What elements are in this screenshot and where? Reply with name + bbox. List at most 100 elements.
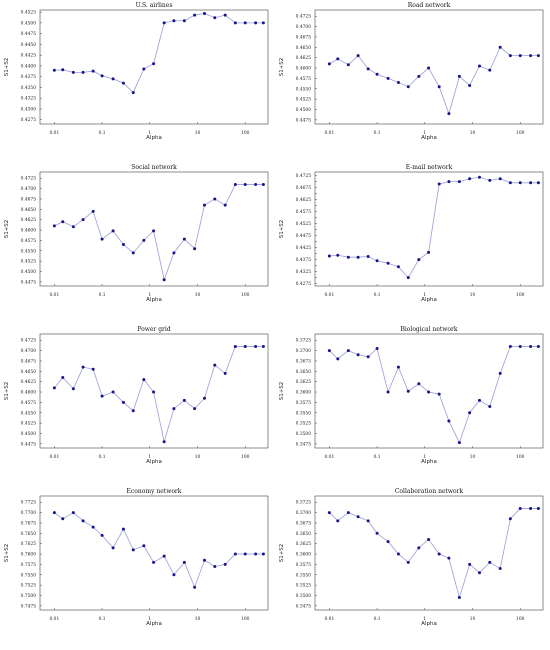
data-point (243, 21, 247, 25)
data-point (172, 573, 176, 577)
data-point (61, 517, 65, 521)
y-tick-label: 0.3700 (296, 349, 312, 354)
data-point (162, 21, 166, 25)
y-tick-label: 0.3575 (296, 401, 312, 406)
data-point (536, 344, 540, 348)
data-point (406, 560, 410, 564)
y-tick-label: 0.4675 (21, 359, 37, 364)
chart-svg: Collaboration network 0.3475 0.3500 0.3525 0… (279, 488, 544, 627)
data-point (468, 411, 472, 415)
data-point (508, 54, 512, 58)
data-point (223, 371, 227, 375)
chart-panel: Social network 0.4475 0.4500 0.4525 0.4550 0.… (0, 162, 275, 324)
data-point (213, 363, 217, 367)
data-point (406, 389, 410, 393)
data-point (142, 238, 146, 242)
data-point (447, 112, 451, 116)
data-point (518, 181, 522, 185)
y-tick-label: 0.3550 (296, 573, 312, 578)
data-point (91, 367, 95, 371)
y-tick-label: 0.4625 (296, 56, 312, 61)
y-tick-label: 0.4650 (21, 208, 37, 213)
chart-title: Power grid (137, 326, 170, 333)
chart-title: U.S. airlines (136, 2, 173, 9)
data-point (81, 519, 85, 523)
x-tick-label: 0.1 (374, 293, 381, 298)
data-point (81, 70, 85, 74)
data-point (427, 538, 431, 542)
series-line (329, 346, 539, 444)
y-tick-label: 0.4475 (296, 234, 312, 239)
data-point (52, 386, 56, 390)
data-point (213, 564, 217, 568)
chart-svg: Road network 0.4475 0.4500 0.4525 0.4550 0.45… (279, 2, 544, 141)
chart-svg: Economy network 0.7475 0.7500 0.7525 0.7550 0… (4, 488, 269, 627)
y-tick-label: 0.7500 (21, 594, 37, 599)
data-point (100, 237, 104, 241)
data-point (518, 506, 522, 510)
data-point (366, 254, 370, 258)
data-point (477, 398, 481, 402)
y-tick-label: 0.4400 (21, 64, 37, 69)
data-point (529, 344, 533, 348)
y-tick-label: 0.7550 (21, 573, 37, 578)
data-point (477, 175, 481, 179)
y-tick-label: 0.7625 (21, 542, 37, 547)
data-point (52, 224, 56, 228)
series-line (54, 184, 264, 282)
data-point (447, 556, 451, 560)
y-tick-label: 0.4675 (296, 186, 312, 191)
data-point (121, 400, 125, 404)
x-tick-label: 100 (516, 131, 525, 136)
data-point (457, 180, 461, 184)
y-tick-label: 0.3475 (296, 442, 312, 447)
data-point (100, 394, 104, 398)
x-tick-label: 1 (148, 455, 151, 460)
data-point (417, 382, 421, 386)
x-tick-label: 100 (241, 131, 250, 136)
data-point (111, 546, 115, 550)
data-point (81, 365, 85, 369)
chart-svg: U.S. airlines 0.4275 0.4300 0.4325 0.4350 0.4… (4, 2, 269, 141)
y-tick-label: 0.4700 (21, 349, 37, 354)
chart-panel: E-mail network 0.4275 0.4325 0.4375 0.4425 0.… (275, 162, 550, 324)
data-point (488, 178, 492, 182)
y-tick-label: 0.4600 (21, 391, 37, 396)
data-point (254, 21, 258, 25)
data-point (254, 552, 258, 556)
data-point (386, 390, 390, 394)
x-tick-label: 0.1 (99, 293, 106, 298)
y-tick-label: 0.4375 (296, 258, 312, 263)
data-point (327, 62, 331, 66)
data-point (131, 91, 135, 95)
y-tick-label: 0.4475 (21, 280, 37, 285)
data-point (447, 419, 451, 423)
data-point (447, 180, 451, 184)
y-tick-label: 0.3675 (296, 359, 312, 364)
y-axis-label: S1+S2 (279, 382, 285, 401)
y-tick-label: 0.3600 (296, 553, 312, 558)
data-point (261, 182, 265, 186)
plot-frame (39, 333, 269, 449)
plot-frame (39, 9, 269, 125)
data-point (375, 531, 379, 535)
data-point (182, 237, 186, 241)
data-point (142, 378, 146, 382)
data-point (508, 517, 512, 521)
data-point (468, 177, 472, 181)
y-tick-label: 0.4500 (296, 108, 312, 113)
x-tick-label: 0.01 (49, 131, 59, 136)
y-tick-label: 0.3650 (296, 370, 312, 375)
data-point (427, 66, 431, 70)
data-point (254, 182, 258, 186)
y-axis-label: S1+S2 (4, 220, 10, 239)
data-point (182, 560, 186, 564)
y-tick-label: 0.4725 (296, 15, 312, 20)
x-tick-label: 1 (148, 131, 151, 136)
data-point (386, 540, 390, 544)
data-point (457, 441, 461, 445)
x-tick-label: 10 (470, 131, 476, 136)
data-point (477, 64, 481, 68)
data-point (366, 67, 370, 71)
